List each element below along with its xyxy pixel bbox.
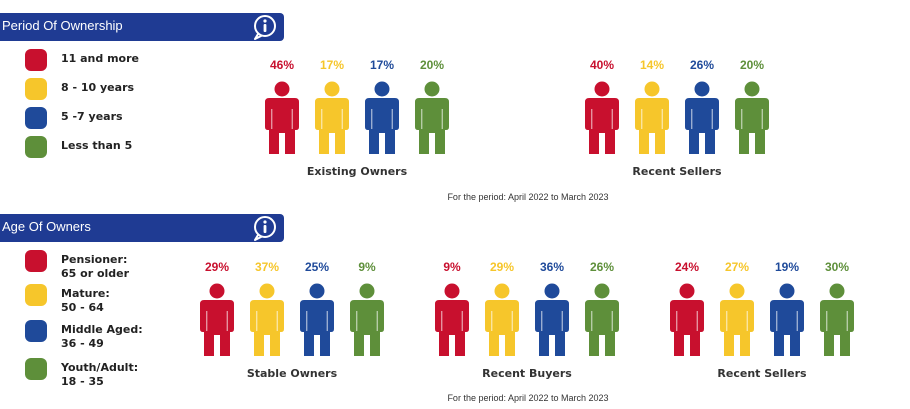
person-icon (769, 283, 805, 357)
percent-label: 46% (269, 58, 295, 72)
age-group-label: Recent Sellers (717, 367, 807, 380)
person-icon (349, 283, 385, 357)
ownership-group-label: Existing Owners (306, 165, 408, 178)
percent-label: 9% (443, 260, 461, 274)
percent-label: 37% (254, 260, 280, 274)
legend-swatch (25, 49, 47, 71)
percent-label: 14% (639, 58, 665, 72)
legend-label: 8 - 10 years (61, 81, 135, 94)
person-icon (484, 283, 520, 357)
person-icon (584, 81, 620, 155)
legend-swatch (25, 107, 47, 129)
legend-label: Pensioner: 65 or older (61, 253, 130, 280)
percent-label: 29% (204, 260, 230, 274)
ownership-period-note: For the period: April 2022 to March 2023 (447, 192, 609, 202)
person-icon (364, 81, 400, 155)
person-icon (434, 283, 470, 357)
person-icon (684, 81, 720, 155)
percent-label: 20% (419, 58, 445, 72)
legend-label: 5 -7 years (61, 110, 123, 123)
ownership-title: Period Of Ownership (2, 18, 123, 33)
person-icon (299, 283, 335, 357)
percent-label: 17% (319, 58, 345, 72)
person-icon (414, 81, 450, 155)
person-icon (634, 81, 670, 155)
legend-swatch (25, 78, 47, 100)
person-icon (249, 283, 285, 357)
info-icon[interactable] (252, 13, 278, 41)
legend-label: Youth/Adult: 18 - 35 (61, 361, 139, 388)
legend-swatch (25, 136, 47, 158)
percent-label: 20% (739, 58, 765, 72)
ownership-group-label: Recent Sellers (632, 165, 722, 178)
percent-label: 9% (358, 260, 376, 274)
legend-label: Middle Aged: 36 - 49 (61, 323, 143, 350)
person-icon (534, 283, 570, 357)
person-icon (584, 283, 620, 357)
percent-label: 26% (689, 58, 715, 72)
legend-swatch (25, 320, 47, 342)
legend-label: Less than 5 (61, 139, 133, 152)
percent-label: 26% (589, 260, 615, 274)
age-group-label: Stable Owners (246, 367, 338, 380)
age-group-label: Recent Buyers (482, 367, 572, 380)
legend-swatch (25, 250, 47, 272)
info-icon[interactable] (252, 214, 278, 242)
percent-label: 29% (489, 260, 515, 274)
percent-label: 40% (589, 58, 615, 72)
percent-label: 17% (369, 58, 395, 72)
person-icon (314, 81, 350, 155)
percent-label: 30% (824, 260, 850, 274)
percent-label: 24% (674, 260, 700, 274)
legend-label: Mature: 50 - 64 (61, 287, 110, 314)
age-period-note: For the period: April 2022 to March 2023 (447, 393, 609, 403)
legend-swatch (25, 358, 47, 380)
percent-label: 36% (539, 260, 565, 274)
person-icon (819, 283, 855, 357)
percent-label: 27% (724, 260, 750, 274)
person-icon (734, 81, 770, 155)
person-icon (199, 283, 235, 357)
legend-swatch (25, 284, 47, 306)
legend-label: 11 and more (61, 52, 139, 65)
age-header: Age Of Owners (0, 214, 284, 242)
ownership-header: Period Of Ownership (0, 13, 284, 41)
person-icon (719, 283, 755, 357)
percent-label: 19% (774, 260, 800, 274)
age-title: Age Of Owners (2, 219, 91, 234)
person-icon (669, 283, 705, 357)
percent-label: 25% (304, 260, 330, 274)
person-icon (264, 81, 300, 155)
